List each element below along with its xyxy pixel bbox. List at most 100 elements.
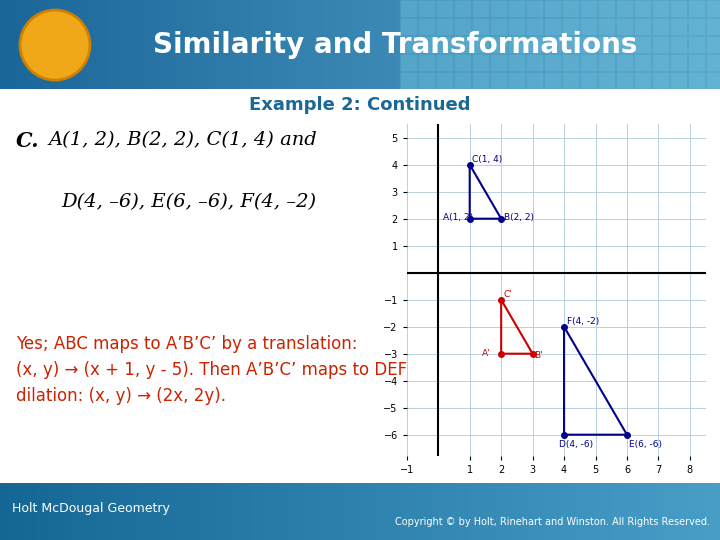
Text: C.: C. (16, 131, 40, 151)
Bar (266, 0, 274, 89)
Bar (482, 0, 490, 89)
Bar (562, 483, 569, 540)
Bar (302, 483, 310, 540)
Bar (626, 483, 634, 540)
Bar (508, 72, 525, 89)
Bar (490, 72, 507, 89)
Bar (36, 0, 43, 89)
Bar (202, 483, 209, 540)
Bar (508, 36, 525, 53)
Bar (0, 483, 7, 540)
Bar (472, 36, 489, 53)
Bar (187, 0, 194, 89)
Bar (158, 0, 166, 89)
Bar (101, 0, 108, 89)
Bar (648, 483, 655, 540)
Bar (652, 36, 669, 53)
Bar (616, 72, 633, 89)
Bar (108, 0, 115, 89)
Bar (403, 0, 410, 89)
Bar (7, 0, 14, 89)
Bar (461, 483, 468, 540)
Bar (580, 72, 597, 89)
Bar (410, 483, 418, 540)
Bar (598, 72, 615, 89)
Bar (209, 483, 216, 540)
Bar (259, 0, 266, 89)
Bar (288, 0, 295, 89)
Bar (468, 0, 475, 89)
Bar (65, 483, 72, 540)
Bar (652, 72, 669, 89)
Bar (389, 0, 396, 89)
Bar (400, 72, 417, 89)
Bar (230, 0, 238, 89)
Text: B': B' (534, 351, 543, 360)
Bar (698, 483, 706, 540)
Bar (490, 54, 507, 71)
Bar (461, 0, 468, 89)
Bar (544, 54, 561, 71)
Bar (436, 0, 453, 17)
Bar (446, 483, 454, 540)
Bar (554, 483, 562, 540)
Bar (655, 483, 662, 540)
Bar (472, 0, 489, 17)
Bar (353, 0, 360, 89)
Bar (410, 0, 418, 89)
Bar (598, 18, 615, 35)
Bar (396, 483, 403, 540)
Bar (382, 0, 389, 89)
Bar (526, 72, 543, 89)
Bar (511, 0, 518, 89)
Bar (43, 483, 50, 540)
Bar (72, 483, 79, 540)
Bar (418, 0, 425, 89)
Bar (634, 36, 651, 53)
Bar (324, 483, 331, 540)
Bar (418, 483, 425, 540)
Bar (454, 18, 471, 35)
Bar (58, 0, 65, 89)
Bar (374, 0, 382, 89)
Bar (475, 0, 482, 89)
Bar (583, 0, 590, 89)
Bar (605, 483, 612, 540)
Bar (194, 483, 202, 540)
Bar (691, 0, 698, 89)
Bar (432, 0, 439, 89)
Bar (490, 18, 507, 35)
Bar (216, 0, 223, 89)
Bar (50, 483, 58, 540)
Text: C(1, 4): C(1, 4) (472, 155, 503, 164)
Bar (511, 483, 518, 540)
Bar (562, 72, 579, 89)
Bar (544, 36, 561, 53)
Bar (338, 483, 346, 540)
Bar (353, 483, 360, 540)
Bar (310, 483, 317, 540)
Bar (677, 0, 684, 89)
Bar (36, 483, 43, 540)
Bar (526, 0, 543, 17)
Bar (634, 483, 641, 540)
Bar (706, 0, 713, 89)
Bar (598, 36, 615, 53)
Bar (508, 0, 525, 17)
Bar (562, 0, 579, 17)
Bar (475, 483, 482, 540)
Bar (436, 72, 453, 89)
Bar (562, 54, 579, 71)
Bar (576, 0, 583, 89)
Bar (652, 54, 669, 71)
Bar (137, 483, 144, 540)
Bar (662, 483, 670, 540)
Bar (706, 0, 720, 17)
Bar (302, 0, 310, 89)
Bar (472, 54, 489, 71)
Bar (266, 483, 274, 540)
Bar (652, 0, 669, 17)
Text: Copyright © by Holt, Rinehart and Winston. All Rights Reserved.: Copyright © by Holt, Rinehart and Winsto… (395, 517, 710, 527)
Bar (367, 483, 374, 540)
Bar (508, 18, 525, 35)
